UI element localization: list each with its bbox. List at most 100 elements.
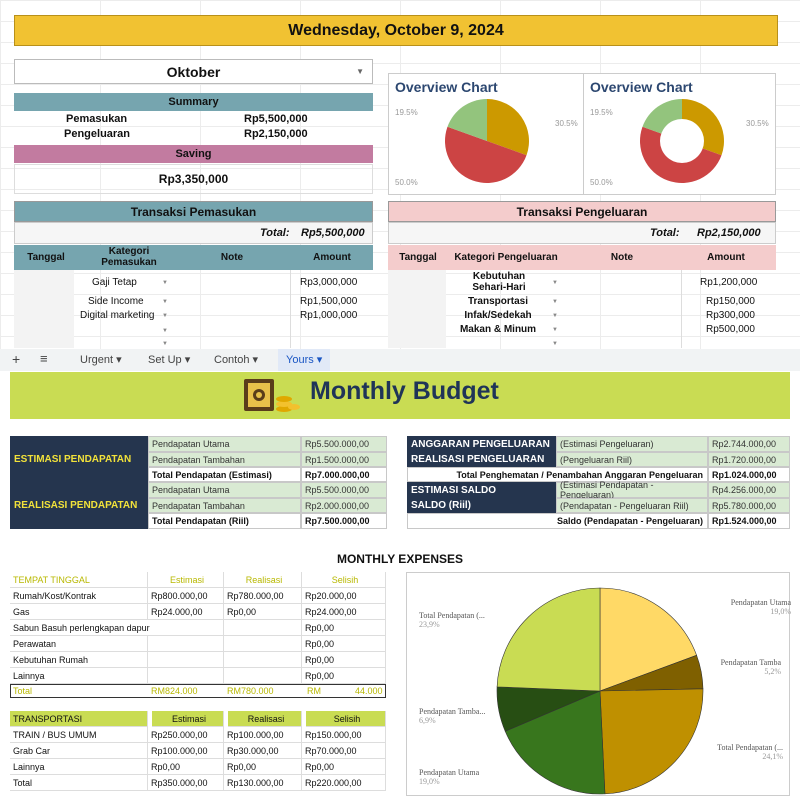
pie-slice[interactable]	[599, 587, 698, 692]
expense-tx-columns: Tanggal Kategori Pengeluaran Note Amount	[388, 245, 776, 270]
table-cell: Gas	[10, 604, 148, 620]
pie-label-name: Pendapatan Utama	[730, 598, 791, 607]
budget-label: REALISASI PENGELUARAN	[407, 452, 556, 467]
table-header: Selisih	[306, 711, 386, 727]
donut-hole	[660, 119, 704, 163]
banner-spacer	[10, 419, 790, 434]
chevron-down-icon[interactable]: ▼	[162, 313, 168, 319]
table-cell: Perawatan	[10, 636, 148, 652]
saving-value: Rp3,350,000	[14, 164, 373, 194]
table-cell: Total	[10, 775, 148, 791]
chevron-down-icon[interactable]: ▼	[162, 328, 168, 334]
budget-cell: Rp1.720.000,00	[708, 452, 790, 467]
tab-yours[interactable]: Yours ▾	[278, 349, 331, 371]
tab-label: Set Up	[148, 354, 182, 366]
amount-cell: Rp300,000	[706, 310, 755, 321]
pie-label: Pendapatan Tamba 5,2%	[711, 658, 781, 676]
table-cell	[148, 636, 224, 652]
table-cell: Rp100.000,00	[224, 727, 302, 743]
expense-tx-total-row: Total: Rp2,150,000	[388, 222, 776, 244]
amount-cell: Rp150,000	[706, 296, 755, 307]
pie-label: Total Pendapatan (... 23,9%	[419, 611, 485, 629]
col-date: Tanggal	[399, 252, 437, 263]
table-header: Realisasi	[224, 572, 302, 588]
table-cell	[224, 668, 302, 684]
budget-cell: Saldo (Pendapatan - Pengeluaran)	[407, 513, 708, 529]
chevron-down-icon[interactable]: ▼	[552, 341, 558, 347]
table-cell	[148, 652, 224, 668]
pie-slice[interactable]	[447, 99, 487, 141]
est-income-label: ESTIMASI PENDAPATAN	[10, 436, 148, 482]
tab-contoh[interactable]: Contoh ▾	[214, 354, 259, 366]
add-sheet-icon[interactable]: +	[12, 351, 21, 367]
chevron-down-icon[interactable]: ▼	[552, 327, 558, 333]
table-cell: Rp250.000,00	[148, 727, 224, 743]
pie-label-pct: 23,9%	[419, 620, 440, 629]
total-row: Total RM824.000 RM780.000 RM 44.000	[10, 684, 386, 698]
table-cell: Rumah/Kost/Kontrak	[10, 588, 148, 604]
category-cell: Infak/Sedekah	[464, 310, 532, 321]
pie-slice[interactable]	[487, 99, 529, 156]
col-amount: Amount	[313, 252, 351, 263]
menu-icon[interactable]: ≡	[40, 351, 48, 366]
pie-slice[interactable]	[504, 690, 606, 795]
table-header: Realisasi	[228, 711, 302, 727]
expense-value: Rp2,150,000	[244, 128, 308, 140]
overview-chart-1[interactable]: Overview Chart 19.5% 30.5% 50.0%	[388, 73, 584, 195]
overview-chart-2[interactable]: Overview Chart 19.5% 30.5% 50.0%	[583, 73, 776, 195]
chevron-down-icon[interactable]: ▼	[552, 313, 558, 319]
chevron-down-icon[interactable]: ▼	[356, 67, 364, 76]
budget-cell: (Estimasi Pendapatan - Pengeluaran)	[556, 480, 708, 500]
chevron-down-icon[interactable]: ▼	[552, 299, 558, 305]
expenses-pie-svg	[496, 587, 704, 795]
pie-label-pct: 19,0%	[770, 607, 791, 616]
budget-cell: Pendapatan Tambahan	[148, 498, 301, 513]
month-dropdown[interactable]: Oktober ▼	[14, 59, 373, 84]
table-header: TRANSPORTASI	[10, 711, 148, 727]
pie-chart-svg	[445, 99, 529, 183]
table-cell: Rp350.000,00	[148, 775, 224, 791]
chevron-down-icon[interactable]: ▼	[552, 280, 558, 286]
income-amount-column	[290, 270, 373, 348]
pie-label-name: Pendapatan Tamba...	[419, 707, 486, 716]
chevron-down-icon[interactable]: ▼	[162, 280, 168, 286]
total-value: Rp2,150,000	[697, 227, 761, 239]
table-cell: Total	[13, 686, 33, 696]
table-cell: Kebutuhan Rumah	[10, 652, 148, 668]
tab-setup[interactable]: Set Up ▾	[148, 354, 191, 366]
budget-cell: Rp5.500.000,00	[301, 436, 387, 452]
income-date-column	[14, 270, 74, 348]
category-cell: Kebutuhan Sehari-Hari	[472, 271, 526, 293]
pie-slice[interactable]	[496, 587, 601, 692]
pie-label: Pendapatan Utama 19,0%	[419, 768, 479, 786]
tab-urgent[interactable]: Urgent ▾	[80, 354, 122, 366]
budget-cell: Rp1.024.000,00	[708, 467, 790, 482]
table-cell: Lainnya	[10, 668, 148, 684]
table-cell: Lainnya	[10, 759, 148, 775]
summary-header: Summary	[14, 93, 373, 111]
pct-label: 19.5%	[590, 108, 613, 117]
table-cell: TRAIN / BUS UMUM	[10, 727, 148, 743]
budget-cell: Total Pendapatan (Estimasi)	[148, 467, 301, 482]
budget-label: SALDO (Riil)	[407, 498, 556, 513]
pie-slice[interactable]	[599, 688, 704, 795]
budget-cell: Rp1.524.000,00	[708, 513, 790, 529]
expenses-pie-chart[interactable]: Pendapatan Utama 19,0% Pendapatan Tamba …	[406, 572, 791, 796]
total-label: Total:	[650, 227, 680, 239]
table-cell: Rp0,00	[224, 604, 302, 620]
table-cell: Rp0,00	[224, 759, 302, 775]
chevron-down-icon[interactable]: ▼	[162, 299, 168, 305]
safe-icon	[244, 379, 300, 412]
category-cell: Digital marketing	[80, 310, 155, 321]
chevron-down-icon[interactable]: ▼	[162, 341, 168, 347]
chart-title: Overview Chart	[590, 79, 693, 95]
col-category: Kategori Pemasukan	[101, 246, 157, 268]
budget-label: ANGGARAN PENGELUARAN	[407, 436, 556, 452]
income-label: Pemasukan	[66, 113, 128, 125]
pie-label-name: Total Pendapatan (...	[419, 611, 485, 620]
table-cell	[224, 652, 302, 668]
pie-label: Pendapatan Utama 19,0%	[719, 598, 791, 616]
pie-slice[interactable]	[445, 126, 527, 183]
amount-cell: Rp500,000	[706, 324, 755, 335]
transport-table: TRANSPORTASI Estimasi Realisasi Selisih …	[10, 711, 386, 791]
